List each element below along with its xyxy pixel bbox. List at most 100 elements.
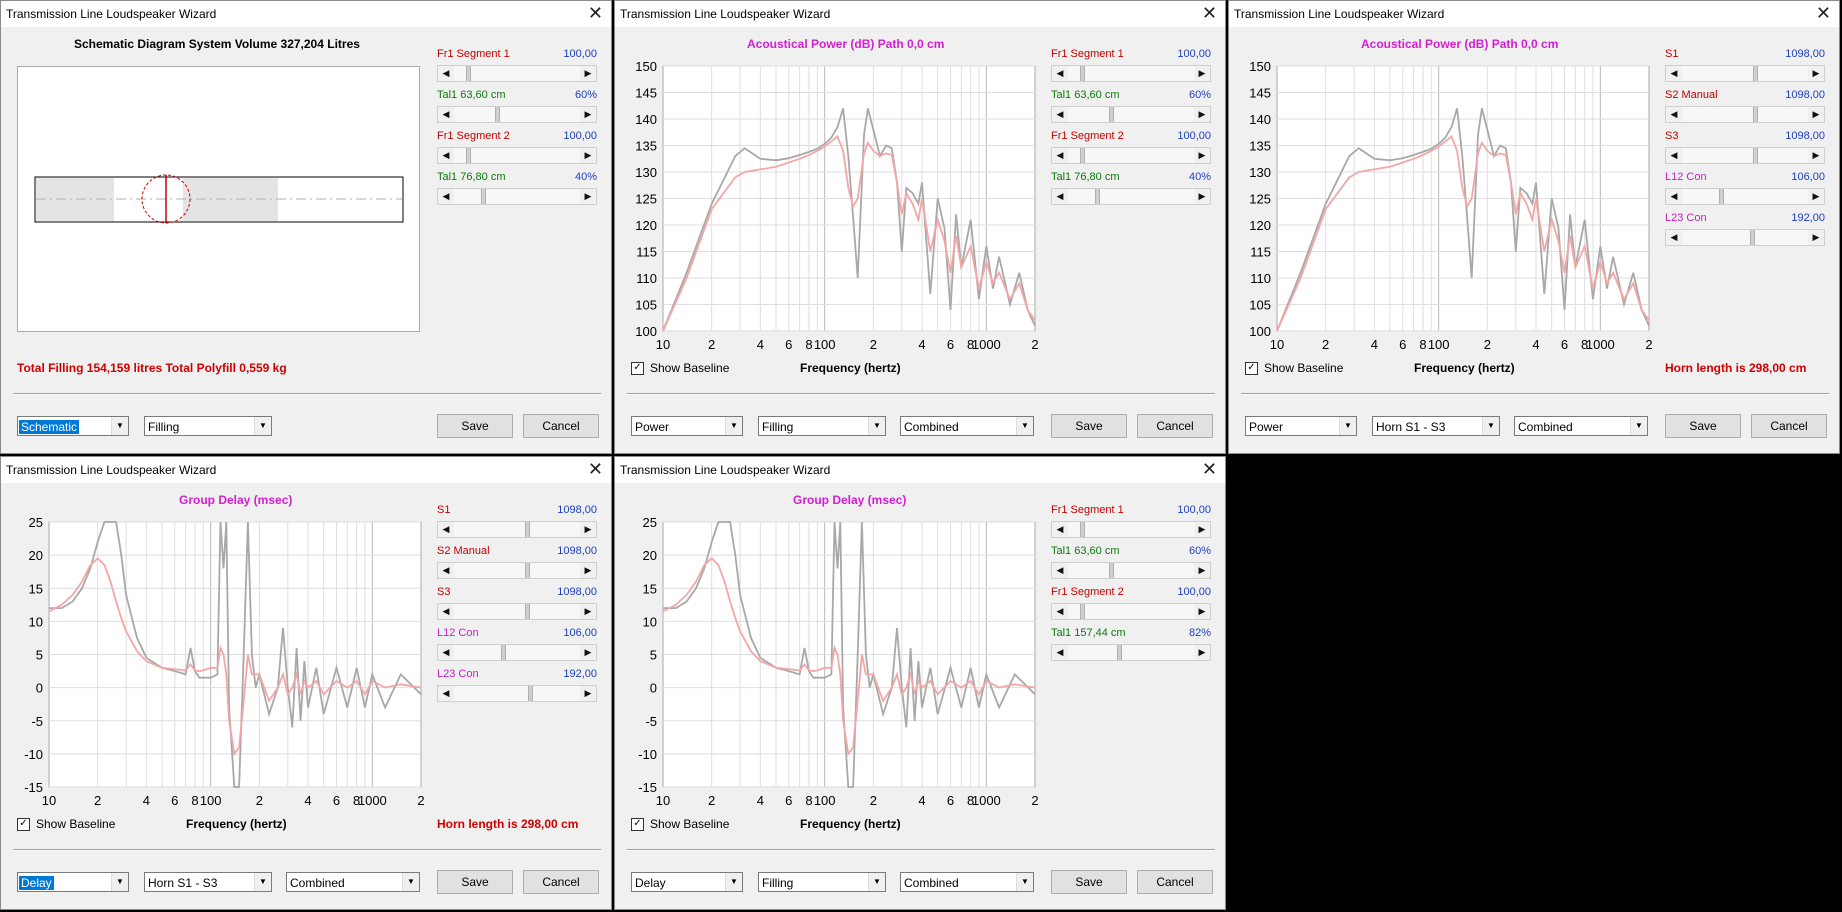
slider-thumb[interactable] [525, 522, 531, 537]
slider-thumb[interactable] [527, 686, 533, 701]
chevron-down-icon[interactable]: ▼ [111, 873, 128, 891]
scroll-left-icon[interactable]: ◀ [438, 66, 454, 81]
chevron-down-icon[interactable]: ▼ [1339, 417, 1356, 435]
scroll-right-icon[interactable]: ▶ [580, 645, 596, 660]
save-button[interactable]: Save [1665, 414, 1741, 438]
scroll-right-icon[interactable]: ▶ [1194, 189, 1210, 204]
dropdown-1[interactable]: Power ▼ [631, 416, 743, 436]
scroll-right-icon[interactable]: ▶ [580, 604, 596, 619]
slider-scrollbar[interactable]: ◀ ▶ [437, 65, 597, 82]
scroll-left-icon[interactable]: ◀ [438, 686, 454, 701]
slider-scrollbar[interactable]: ◀ ▶ [1051, 521, 1211, 538]
slider-thumb[interactable] [1108, 107, 1114, 122]
scroll-right-icon[interactable]: ▶ [580, 107, 596, 122]
scroll-right-icon[interactable]: ▶ [1808, 230, 1824, 245]
scroll-left-icon[interactable]: ◀ [1052, 522, 1068, 537]
show-baseline-checkbox[interactable]: ✓ Show Baseline [631, 361, 729, 376]
slider-thumb[interactable] [1117, 645, 1123, 660]
slider-thumb[interactable] [481, 189, 487, 204]
save-button[interactable]: Save [437, 414, 513, 438]
slider-thumb[interactable] [466, 66, 472, 81]
scroll-left-icon[interactable]: ◀ [1052, 66, 1068, 81]
scroll-left-icon[interactable]: ◀ [438, 522, 454, 537]
slider-thumb[interactable] [1095, 189, 1101, 204]
close-icon[interactable]: ✕ [587, 459, 603, 479]
show-baseline-checkbox[interactable]: ✓ Show Baseline [17, 817, 115, 832]
chevron-down-icon[interactable]: ▼ [1016, 873, 1033, 891]
show-baseline-checkbox[interactable]: ✓ Show Baseline [1245, 361, 1343, 376]
dropdown-1[interactable]: Delay ▼ [17, 872, 129, 892]
dropdown-1[interactable]: Delay ▼ [631, 872, 743, 892]
scroll-right-icon[interactable]: ▶ [1194, 645, 1210, 660]
chevron-down-icon[interactable]: ▼ [254, 417, 271, 435]
scroll-left-icon[interactable]: ◀ [1666, 66, 1682, 81]
dropdown-2[interactable]: Horn S1 - S3 ▼ [144, 872, 272, 892]
slider-scrollbar[interactable]: ◀ ▶ [437, 562, 597, 579]
scroll-left-icon[interactable]: ◀ [1052, 645, 1068, 660]
scroll-left-icon[interactable]: ◀ [438, 148, 454, 163]
dropdown-3[interactable]: Combined ▼ [286, 872, 420, 892]
scroll-right-icon[interactable]: ▶ [580, 148, 596, 163]
scroll-left-icon[interactable]: ◀ [438, 604, 454, 619]
slider-scrollbar[interactable]: ◀ ▶ [1051, 147, 1211, 164]
scroll-left-icon[interactable]: ◀ [438, 563, 454, 578]
scroll-right-icon[interactable]: ▶ [1194, 66, 1210, 81]
chevron-down-icon[interactable]: ▼ [725, 873, 742, 891]
scroll-right-icon[interactable]: ▶ [1194, 148, 1210, 163]
scroll-left-icon[interactable]: ◀ [1052, 604, 1068, 619]
chevron-down-icon[interactable]: ▼ [1630, 417, 1647, 435]
cancel-button[interactable]: Cancel [1137, 414, 1213, 438]
save-button[interactable]: Save [437, 870, 513, 894]
slider-scrollbar[interactable]: ◀ ▶ [1665, 106, 1825, 123]
scroll-right-icon[interactable]: ▶ [1808, 148, 1824, 163]
slider-scrollbar[interactable]: ◀ ▶ [1051, 644, 1211, 661]
show-baseline-checkbox[interactable]: ✓ Show Baseline [631, 817, 729, 832]
scroll-right-icon[interactable]: ▶ [580, 522, 596, 537]
slider-thumb[interactable] [1749, 230, 1755, 245]
slider-scrollbar[interactable]: ◀ ▶ [437, 644, 597, 661]
close-icon[interactable]: ✕ [587, 3, 603, 23]
slider-scrollbar[interactable]: ◀ ▶ [437, 106, 597, 123]
slider-thumb[interactable] [525, 563, 531, 578]
scroll-right-icon[interactable]: ▶ [1194, 604, 1210, 619]
slider-scrollbar[interactable]: ◀ ▶ [437, 685, 597, 702]
scroll-right-icon[interactable]: ▶ [580, 66, 596, 81]
slider-thumb[interactable] [1108, 563, 1114, 578]
scroll-left-icon[interactable]: ◀ [1666, 148, 1682, 163]
slider-scrollbar[interactable]: ◀ ▶ [1051, 65, 1211, 82]
chevron-down-icon[interactable]: ▼ [868, 873, 885, 891]
dropdown-1[interactable]: Power ▼ [1245, 416, 1357, 436]
chevron-down-icon[interactable]: ▼ [725, 417, 742, 435]
dropdown-2[interactable]: Filling ▼ [144, 416, 272, 436]
scroll-left-icon[interactable]: ◀ [1052, 107, 1068, 122]
slider-scrollbar[interactable]: ◀ ▶ [1665, 188, 1825, 205]
slider-scrollbar[interactable]: ◀ ▶ [1665, 229, 1825, 246]
close-icon[interactable]: ✕ [1201, 459, 1217, 479]
scroll-right-icon[interactable]: ▶ [1194, 107, 1210, 122]
chevron-down-icon[interactable]: ▼ [868, 417, 885, 435]
dropdown-3[interactable]: Combined ▼ [900, 416, 1034, 436]
cancel-button[interactable]: Cancel [523, 870, 599, 894]
scroll-left-icon[interactable]: ◀ [438, 189, 454, 204]
slider-scrollbar[interactable]: ◀ ▶ [437, 603, 597, 620]
dropdown-2[interactable]: Horn S1 - S3 ▼ [1372, 416, 1500, 436]
scroll-right-icon[interactable]: ▶ [580, 189, 596, 204]
dropdown-2[interactable]: Filling ▼ [758, 416, 886, 436]
slider-scrollbar[interactable]: ◀ ▶ [1665, 65, 1825, 82]
scroll-right-icon[interactable]: ▶ [1808, 189, 1824, 204]
slider-scrollbar[interactable]: ◀ ▶ [1665, 147, 1825, 164]
slider-thumb[interactable] [494, 107, 500, 122]
scroll-right-icon[interactable]: ▶ [1194, 522, 1210, 537]
scroll-right-icon[interactable]: ▶ [1194, 563, 1210, 578]
scroll-left-icon[interactable]: ◀ [1666, 107, 1682, 122]
chevron-down-icon[interactable]: ▼ [111, 417, 128, 435]
slider-scrollbar[interactable]: ◀ ▶ [437, 521, 597, 538]
slider-scrollbar[interactable]: ◀ ▶ [1051, 188, 1211, 205]
save-button[interactable]: Save [1051, 414, 1127, 438]
scroll-left-icon[interactable]: ◀ [1052, 563, 1068, 578]
dropdown-3[interactable]: Combined ▼ [1514, 416, 1648, 436]
save-button[interactable]: Save [1051, 870, 1127, 894]
slider-thumb[interactable] [1080, 604, 1086, 619]
dropdown-2[interactable]: Filling ▼ [758, 872, 886, 892]
slider-thumb[interactable] [525, 604, 531, 619]
